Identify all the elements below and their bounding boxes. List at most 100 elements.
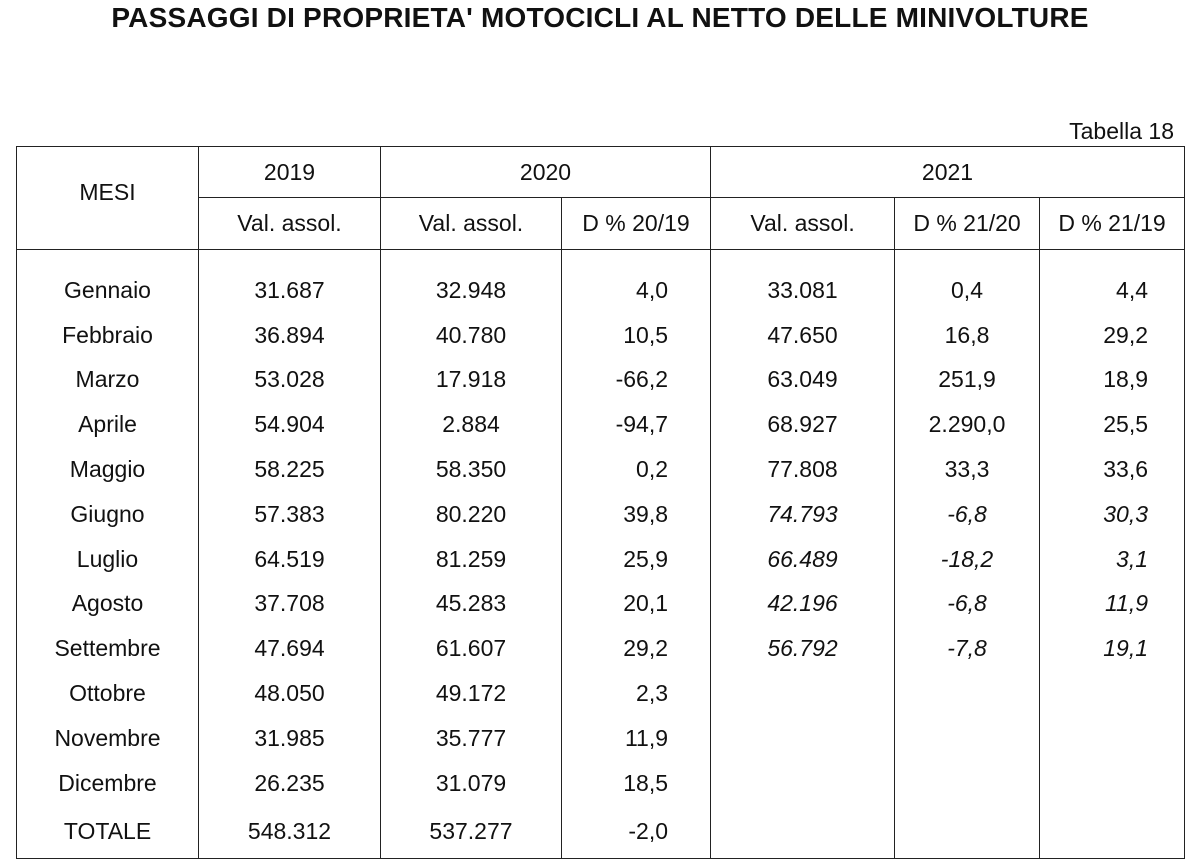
delta-20-19-cell: 11,9 [560, 715, 711, 761]
delta-20-19-cell: -66,2 [560, 357, 711, 403]
value-2020-cell: 81.259 [380, 536, 562, 582]
delta-20-19-cell: 18,5 [560, 760, 711, 806]
delta-21-19-cell: 4,4 [1039, 268, 1186, 313]
value-2021-cell: 74.793 [710, 491, 895, 537]
spacer-row [16, 249, 1186, 268]
table-row: Settembre 47.694 61.607 29,2 56.792 -7,8 19,1 [16, 626, 1186, 672]
value-2021-cell [710, 715, 895, 761]
subheader-2020-val: Val. assol. [380, 197, 562, 250]
table-header: MESI 2019 2020 2021 Val. assol. Val. ass… [16, 146, 1186, 250]
total-delta-20-19-cell: -2,0 [560, 805, 711, 859]
month-cell: Aprile [16, 402, 199, 448]
month-cell: Giugno [16, 491, 199, 537]
value-2021-cell: 68.927 [710, 402, 895, 448]
delta-21-19-cell: 19,1 [1039, 626, 1186, 672]
delta-21-20-cell [894, 715, 1040, 761]
value-2019-cell: 57.383 [198, 491, 381, 537]
header-year-2020: 2020 [379, 146, 711, 198]
value-2019-cell: 36.894 [198, 312, 381, 358]
value-2019-cell: 48.050 [198, 671, 381, 716]
month-cell: Maggio [16, 447, 199, 492]
value-2021-cell: 47.650 [710, 312, 895, 358]
value-2019-cell: 53.028 [198, 357, 381, 403]
value-2020-cell: 35.777 [380, 715, 562, 761]
value-2021-cell [710, 671, 895, 716]
value-2021-cell: 63.049 [710, 357, 895, 403]
value-2019-cell: 54.904 [198, 402, 381, 448]
header-year-2019: 2019 [198, 146, 381, 198]
value-2019-cell: 31.687 [198, 268, 381, 313]
value-2020-cell: 31.079 [380, 760, 562, 806]
subheader-2021-val: Val. assol. [710, 197, 895, 250]
month-cell: Dicembre [16, 760, 199, 806]
delta-21-19-cell [1039, 671, 1186, 716]
page-title: PASSAGGI DI PROPRIETA' MOTOCICLI AL NETT… [111, 2, 1089, 33]
value-2019-cell: 47.694 [198, 626, 381, 672]
header-year-2021: 2021 [710, 146, 1186, 198]
value-2020-cell: 61.607 [380, 626, 562, 672]
delta-21-19-cell: 25,5 [1039, 402, 1186, 448]
value-2021-cell: 56.792 [710, 626, 895, 672]
month-cell: Luglio [16, 536, 199, 582]
delta-20-19-cell: -94,7 [560, 402, 711, 448]
delta-20-19-cell: 10,5 [560, 312, 711, 358]
total-delta-21-19-cell [1039, 805, 1186, 859]
value-2019-cell: 31.985 [198, 715, 381, 761]
delta-21-19-cell: 30,3 [1039, 491, 1186, 537]
delta-21-20-cell [894, 760, 1040, 806]
delta-21-19-cell: 29,2 [1039, 312, 1186, 358]
value-2019-cell: 37.708 [198, 581, 381, 627]
month-cell: Novembre [16, 715, 199, 761]
value-2021-cell: 66.489 [710, 536, 895, 582]
total-2021-cell [710, 805, 895, 859]
delta-21-19-cell: 11,9 [1039, 581, 1186, 627]
value-2020-cell: 58.350 [380, 447, 562, 492]
table-row: Febbraio 36.894 40.780 10,5 47.650 16,8 29,2 [16, 312, 1186, 358]
table-row: Novembre 31.985 35.777 11,9 [16, 715, 1186, 761]
table-row: Ottobre 48.050 49.172 2,3 [16, 671, 1186, 716]
table-row: Giugno 57.383 80.220 39,8 74.793 -6,8 30,3 [16, 491, 1186, 537]
delta-21-20-cell: -6,8 [894, 581, 1040, 627]
delta-21-20-cell: 33,3 [894, 447, 1040, 492]
delta-21-20-cell: -7,8 [894, 626, 1040, 672]
delta-20-19-cell: 39,8 [560, 491, 711, 537]
delta-21-20-cell: 16,8 [894, 312, 1040, 358]
delta-21-19-cell [1039, 715, 1186, 761]
value-2021-cell: 77.808 [710, 447, 895, 492]
delta-21-20-cell: -6,8 [894, 491, 1040, 537]
delta-21-19-cell [1039, 760, 1186, 806]
delta-21-20-cell: 251,9 [894, 357, 1040, 403]
delta-21-19-cell: 3,1 [1039, 536, 1186, 582]
table-row: Agosto 37.708 45.283 20,1 42.196 -6,8 11,9 [16, 581, 1186, 627]
total-label-cell: TOTALE [16, 805, 199, 859]
value-2019-cell: 58.225 [198, 447, 381, 492]
month-cell: Ottobre [16, 671, 199, 716]
delta-21-20-cell: -18,2 [894, 536, 1040, 582]
value-2020-cell: 2.884 [380, 402, 562, 448]
month-cell: Agosto [16, 581, 199, 627]
value-2019-cell: 64.519 [198, 536, 381, 582]
delta-20-19-cell: 0,2 [560, 447, 711, 492]
subheader-2020-delta: D % 20/19 [560, 197, 711, 250]
header-mesi: MESI [16, 146, 199, 250]
table-row: Gennaio 31.687 32.948 4,0 33.081 0,4 4,4 [16, 268, 1186, 313]
value-2021-cell: 33.081 [710, 268, 895, 313]
delta-20-19-cell: 25,9 [560, 536, 711, 582]
month-cell: Marzo [16, 357, 199, 403]
delta-20-19-cell: 29,2 [560, 626, 711, 672]
table-row: Aprile 54.904 2.884 -94,7 68.927 2.290,0 25,5 [16, 402, 1186, 448]
value-2020-cell: 80.220 [380, 491, 562, 537]
month-cell: Febbraio [16, 312, 199, 358]
value-2020-cell: 32.948 [380, 268, 562, 313]
value-2020-cell: 40.780 [380, 312, 562, 358]
month-cell: Settembre [16, 626, 199, 672]
value-2020-cell: 17.918 [380, 357, 562, 403]
value-2020-cell: 45.283 [380, 581, 562, 627]
month-cell: Gennaio [16, 268, 199, 313]
value-2021-cell [710, 760, 895, 806]
table-row: Maggio 58.225 58.350 0,2 77.808 33,3 33,6 [16, 447, 1186, 492]
subheader-2019-val: Val. assol. [198, 197, 381, 250]
delta-20-19-cell: 20,1 [560, 581, 711, 627]
delta-21-20-cell: 0,4 [894, 268, 1040, 313]
table-row: Marzo 53.028 17.918 -66,2 63.049 251,9 18,9 [16, 357, 1186, 403]
